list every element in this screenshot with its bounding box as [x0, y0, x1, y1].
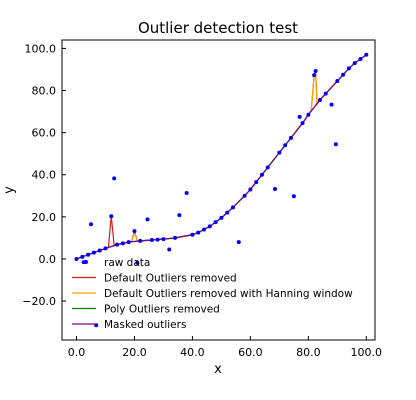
raw-data-point	[161, 237, 166, 242]
raw-data-point	[254, 180, 259, 185]
series-layer	[74, 52, 369, 328]
raw-data-point	[97, 248, 102, 253]
y-tick-label: 20.0	[32, 211, 57, 224]
raw-outlier-point	[312, 73, 317, 78]
raw-data-point	[341, 72, 346, 77]
x-tick-label: 80.0	[296, 346, 321, 359]
y-tick-label: 80.0	[32, 85, 57, 98]
raw-data-point	[190, 232, 195, 237]
raw-outlier-point	[145, 217, 150, 222]
raw-data-point	[196, 230, 201, 235]
raw-data-point	[283, 143, 288, 148]
raw-outlier-point	[236, 240, 241, 245]
raw-data-point	[335, 79, 340, 84]
raw-data-point	[74, 256, 79, 261]
raw-outlier-point	[297, 114, 302, 119]
y-axis-label: y	[2, 186, 17, 194]
raw-data-point	[288, 135, 293, 140]
raw-outlier-point	[177, 213, 182, 218]
series-line-default-outliers-removed	[76, 54, 367, 260]
legend-entry: raw data	[104, 257, 150, 269]
raw-outlier-point	[88, 222, 93, 227]
raw-data-point	[277, 150, 282, 155]
raw-data-point	[80, 254, 85, 259]
raw-data-point	[120, 241, 125, 246]
x-axis-label: x	[214, 362, 222, 377]
raw-data-point	[126, 240, 131, 245]
raw-data-point	[259, 172, 264, 177]
raw-outlier-point	[132, 229, 137, 234]
x-tick-label: 20.0	[122, 346, 147, 359]
raw-data-point	[358, 56, 363, 61]
raw-data-point	[155, 237, 160, 242]
series-line-poly-outliers-removed	[76, 54, 367, 260]
raw-data-point	[323, 91, 328, 96]
raw-data-point	[219, 215, 224, 220]
x-tick-label: 0.0	[68, 346, 86, 359]
raw-outlier-point	[167, 247, 172, 252]
raw-data-point	[149, 238, 154, 242]
plot-frame	[61, 39, 376, 341]
raw-data-point	[317, 98, 322, 102]
legend: raw data Default Outliers removed Default …	[72, 257, 353, 331]
raw-data-point	[300, 121, 305, 126]
raw-outlier-point	[135, 260, 140, 265]
raw-data-point	[103, 246, 108, 251]
x-axis: 0.0 20.0 40.0 60.0 80.0 100.0	[68, 336, 382, 359]
y-tick-label: −20.0	[22, 295, 56, 308]
raw-data-point	[230, 205, 235, 210]
raw-data-point	[115, 242, 120, 247]
raw-data-point	[248, 187, 253, 192]
y-axis: −20.0 0.0 20.0 40.0 60.0 80.0 100.0	[22, 42, 66, 308]
raw-outlier-point	[184, 191, 189, 196]
y-tick-label: 40.0	[32, 169, 57, 182]
legend-entry: Masked outliers	[104, 319, 186, 331]
raw-data-point	[207, 224, 212, 229]
raw-data-point	[364, 52, 369, 57]
raw-outlier-point	[273, 187, 278, 192]
raw-outlier-point	[291, 194, 296, 199]
raw-data-point	[202, 227, 207, 232]
raw-data-point	[265, 165, 270, 170]
raw-data-point	[213, 220, 218, 225]
raw-data-point	[138, 238, 143, 243]
x-tick-label: 40.0	[180, 346, 205, 359]
raw-data-point	[352, 61, 357, 66]
raw-outlier-point	[329, 102, 334, 107]
legend-entry: Default Outliers removed with Hanning wi…	[104, 288, 353, 300]
raw-data-point	[86, 252, 91, 257]
legend-marker	[84, 260, 88, 264]
y-tick-label: 100.0	[25, 42, 57, 55]
raw-data-point	[91, 250, 96, 255]
raw-outlier-point	[333, 142, 338, 147]
raw-outlier-point	[313, 68, 318, 73]
raw-data-point	[225, 210, 230, 215]
y-tick-label: 0.0	[39, 253, 57, 266]
chart-title: Outlier detection test	[138, 19, 298, 37]
raw-data-point	[346, 66, 351, 71]
raw-data-point	[242, 193, 247, 198]
raw-data-point	[173, 235, 178, 240]
x-tick-label: 100.0	[351, 346, 383, 359]
raw-outlier-point	[112, 176, 117, 181]
legend-entry: Default Outliers removed	[104, 273, 237, 285]
raw-data-point	[306, 112, 311, 117]
series-line-masked-outliers	[76, 54, 367, 260]
y-tick-label: 60.0	[32, 127, 57, 140]
x-tick-label: 60.0	[238, 346, 263, 359]
series-line-default-outliers-removed-with-hanning-window	[76, 54, 367, 260]
raw-outlier-point	[109, 214, 114, 219]
legend-entry: Poly Outliers removed	[104, 304, 220, 316]
